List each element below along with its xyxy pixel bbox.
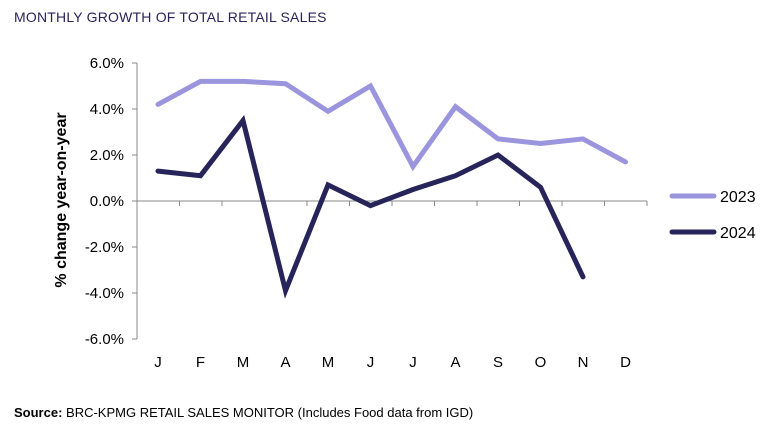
series-line-2023 [155,78,628,172]
x-tick-label: J [409,354,417,371]
y-tick-label: -6.0% [85,331,124,348]
y-axis-label: % change year-on-year [53,112,70,287]
x-tick-label: N [578,354,589,371]
legend-label-2023: 2023 [720,189,756,206]
chart-title: MONTHLY GROWTH OF TOTAL RETAIL SALES [14,9,327,25]
source-label: Source: [14,405,63,420]
series-line-2024 [155,114,586,299]
x-tick-label: O [535,354,547,371]
x-tick-label: J [367,354,375,371]
legend-label-2024: 2024 [720,225,756,242]
source-note: Source: BRC-KPMG RETAIL SALES MONITOR (I… [14,405,473,420]
y-tick-label: 4.0% [90,101,124,118]
x-tick-label: F [196,354,205,371]
x-tick-label: M [322,354,335,371]
x-tick-label: D [620,354,631,371]
x-tick-label: A [450,354,460,371]
x-tick-label: J [154,354,162,371]
y-tick-label: 0.0% [90,193,124,210]
x-tick-label: M [237,354,250,371]
y-tick-label: -4.0% [85,285,124,302]
y-tick-label: -2.0% [85,239,124,256]
x-tick-label: S [493,354,503,371]
y-tick-label: 6.0% [90,55,124,72]
x-tick-label: A [280,354,290,371]
line-chart: % change year-on-year 6.0% 4.0% 2.0% 0.0% -2… [53,55,756,371]
y-tick-label: 2.0% [90,147,124,164]
source-text: BRC-KPMG RETAIL SALES MONITOR (Includes … [62,405,474,420]
